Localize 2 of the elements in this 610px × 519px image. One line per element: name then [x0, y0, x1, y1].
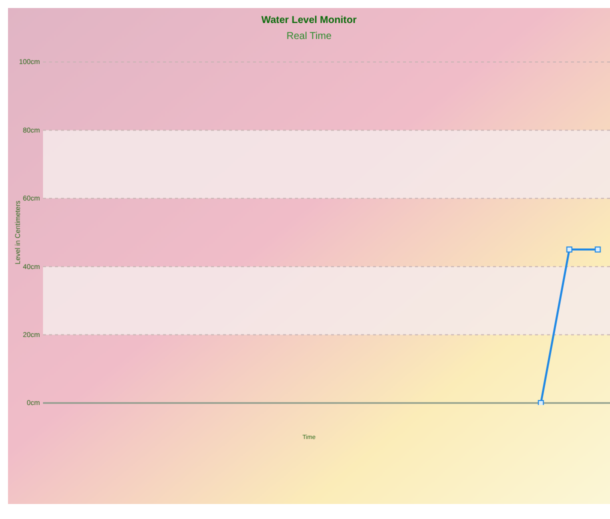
chart-subtitle: Real Time: [286, 31, 332, 42]
chart-title: Water Level Monitor: [261, 15, 357, 26]
